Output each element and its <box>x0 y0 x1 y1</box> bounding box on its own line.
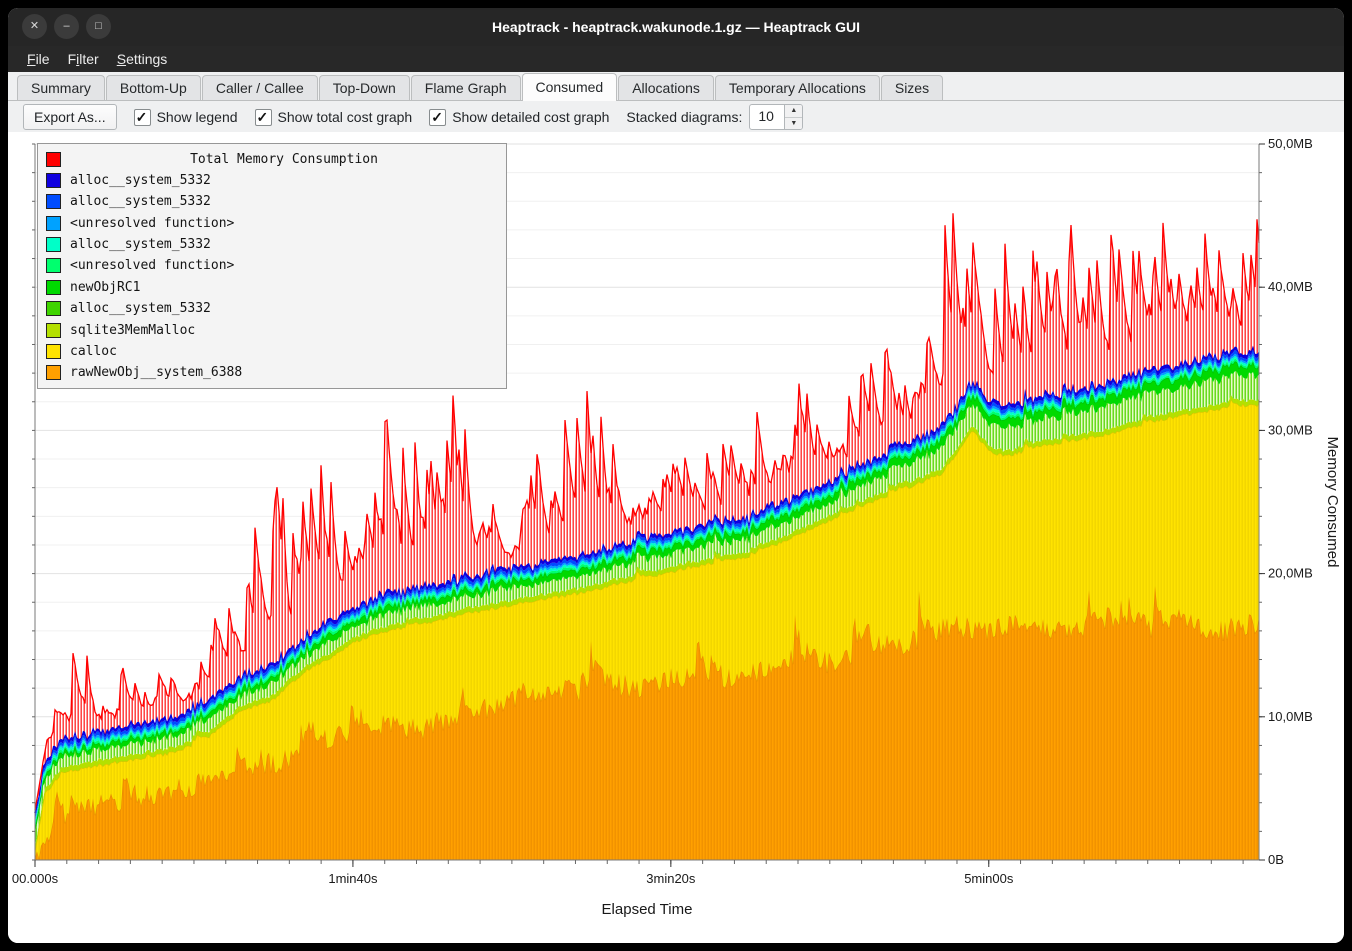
chart-area: 00.000s 1min40s 3min20s 5min00s 0B 10,0MB 20,0… <box>8 132 1344 943</box>
svg-text:40,0MB: 40,0MB <box>1268 279 1313 294</box>
legend-entry: alloc__system_5332 <box>46 299 498 319</box>
menu-filter[interactable]: Filter <box>67 51 99 67</box>
legend-label: alloc__system_5332 <box>70 237 211 253</box>
show-detailed-cost-graph-checkbox[interactable]: ✓ Show detailed cost graph <box>429 108 610 126</box>
chart-legend: Total Memory Consumption alloc__system_5… <box>37 143 507 389</box>
maximize-button[interactable]: □ <box>86 14 111 39</box>
checkbox-icon: ✓ <box>429 108 447 126</box>
legend-swatch <box>46 194 61 210</box>
legend-label: newObjRC1 <box>70 279 141 295</box>
spin-up-icon: ▲ <box>790 107 798 115</box>
legend-swatch <box>46 258 61 274</box>
svg-text:10,0MB: 10,0MB <box>1268 709 1313 724</box>
checkbox-label: Show total cost graph <box>277 109 413 125</box>
show-total-cost-graph-checkbox[interactable]: ✓ Show total cost graph <box>254 108 413 126</box>
svg-text:0B: 0B <box>1268 852 1284 867</box>
tab-caller-callee[interactable]: Caller / Callee <box>201 75 318 100</box>
legend-swatch <box>46 151 61 167</box>
legend-entry: newObjRC1 <box>46 277 498 297</box>
memory-consumption-chart[interactable]: 00.000s 1min40s 3min20s 5min00s 0B 10,0MB 20,0… <box>8 132 1344 943</box>
legend-swatch <box>46 322 61 338</box>
toolbar: Export As... ✓ Show legend ✓ Show total … <box>8 101 1344 133</box>
check-icon: ✓ <box>135 108 148 125</box>
close-button[interactable]: ✕ <box>22 14 47 39</box>
spin-up-button[interactable]: ▲ <box>785 105 803 117</box>
legend-label: sqlite3MemMalloc <box>70 322 196 338</box>
legend-entry: calloc <box>46 342 498 362</box>
legend-label: <unresolved function> <box>70 258 235 274</box>
check-icon: ✓ <box>431 108 443 125</box>
legend-swatch <box>46 172 61 188</box>
check-icon: ✓ <box>256 108 269 125</box>
legend-entry: <unresolved function> <box>46 256 498 276</box>
legend-label: alloc__system_5332 <box>70 194 211 210</box>
svg-text:1min40s: 1min40s <box>328 871 378 886</box>
legend-label: <unresolved function> <box>70 215 235 231</box>
svg-text:Elapsed Time: Elapsed Time <box>602 901 693 918</box>
legend-entry: sqlite3MemMalloc <box>46 320 498 340</box>
spin-down-icon: ▼ <box>790 119 798 127</box>
tab-consumed[interactable]: Consumed <box>521 73 618 101</box>
stacked-diagrams-control: Stacked diagrams: 10 ▲ ▼ <box>626 104 804 130</box>
checkbox-label: Show detailed cost graph <box>452 109 610 125</box>
close-icon: ✕ <box>29 20 40 32</box>
stacked-diagrams-spinbox[interactable]: 10 ▲ ▼ <box>749 104 804 130</box>
tab-sizes[interactable]: Sizes <box>880 75 944 100</box>
tab-top-down[interactable]: Top-Down <box>318 75 410 100</box>
legend-swatch <box>46 279 61 295</box>
legend-label: calloc <box>70 344 117 360</box>
legend-entry: alloc__system_5332 <box>46 170 498 190</box>
legend-entry: <unresolved function> <box>46 213 498 233</box>
legend-entry: alloc__system_5332 <box>46 235 498 255</box>
export-as-button[interactable]: Export As... <box>23 104 117 130</box>
tab-temporary-allocations[interactable]: Temporary Allocations <box>714 75 880 100</box>
legend-label: alloc__system_5332 <box>70 301 211 317</box>
svg-text:30,0MB: 30,0MB <box>1268 422 1313 437</box>
legend-entry: rawNewObj__system_6388 <box>46 363 498 383</box>
tab-bottom-up[interactable]: Bottom-Up <box>105 75 201 100</box>
window-controls: ✕ – □ <box>22 14 111 39</box>
tab-bar: Summary Bottom-Up Caller / Callee Top-Do… <box>8 72 1344 101</box>
svg-text:5min00s: 5min00s <box>964 871 1014 886</box>
svg-text:20,0MB: 20,0MB <box>1268 566 1313 581</box>
minimize-icon: – <box>63 20 70 32</box>
legend-swatch <box>46 215 61 231</box>
svg-text:3min20s: 3min20s <box>646 871 696 886</box>
checkbox-icon: ✓ <box>254 108 272 126</box>
checkbox-label: Show legend <box>156 109 238 125</box>
window-title: Heaptrack - heaptrack.wakunode.1.gz — He… <box>491 19 860 35</box>
svg-text:50,0MB: 50,0MB <box>1268 136 1313 151</box>
show-legend-checkbox[interactable]: ✓ Show legend <box>133 108 238 126</box>
svg-text:00.000s: 00.000s <box>12 871 59 886</box>
stacked-diagrams-label: Stacked diagrams: <box>626 109 743 125</box>
legend-label: rawNewObj__system_6388 <box>70 365 243 381</box>
legend-swatch <box>46 344 61 360</box>
spin-down-button[interactable]: ▼ <box>785 116 803 129</box>
legend-swatch <box>46 301 61 317</box>
tab-summary[interactable]: Summary <box>17 75 105 100</box>
legend-title: Total Memory Consumption <box>190 151 378 167</box>
maximize-icon: □ <box>95 20 102 32</box>
minimize-button[interactable]: – <box>54 14 79 39</box>
heaptrack-window: ✕ – □ Heaptrack - heaptrack.wakunode.1.g… <box>8 8 1344 943</box>
tab-flame-graph[interactable]: Flame Graph <box>410 75 521 100</box>
legend-swatch <box>46 365 61 381</box>
legend-label: alloc__system_5332 <box>70 172 211 188</box>
legend-swatch <box>46 237 61 253</box>
menu-settings[interactable]: Settings <box>116 51 168 67</box>
legend-title-row: Total Memory Consumption <box>46 149 498 169</box>
menubar: File Filter Settings <box>8 46 1344 72</box>
titlebar: ✕ – □ Heaptrack - heaptrack.wakunode.1.g… <box>8 8 1344 46</box>
stacked-diagrams-value: 10 <box>758 108 774 124</box>
legend-entry: alloc__system_5332 <box>46 192 498 212</box>
checkbox-icon: ✓ <box>133 108 151 126</box>
spin-buttons: ▲ ▼ <box>784 105 803 129</box>
menu-file[interactable]: File <box>27 51 50 67</box>
svg-text:Memory Consumed: Memory Consumed <box>1324 437 1341 568</box>
tab-allocations[interactable]: Allocations <box>618 75 714 100</box>
